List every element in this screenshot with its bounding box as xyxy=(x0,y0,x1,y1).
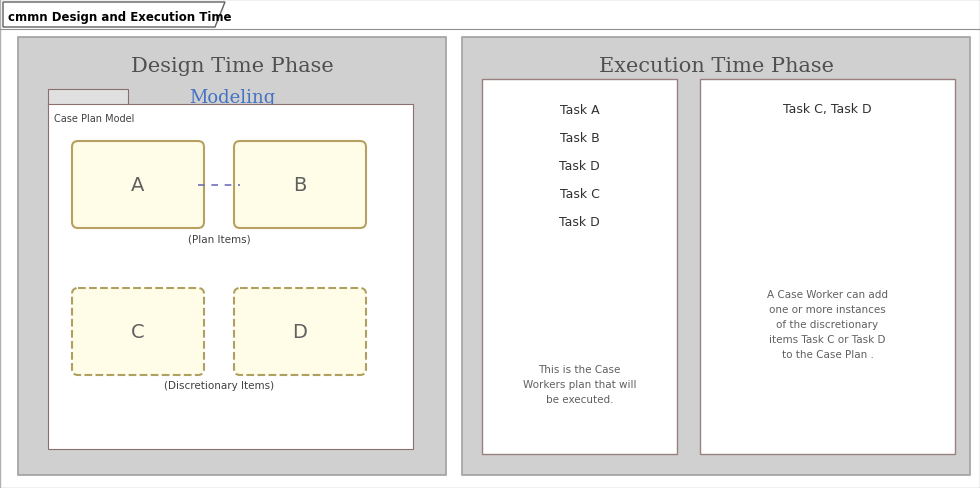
Bar xyxy=(48,90,128,108)
Bar xyxy=(48,105,413,449)
Text: Execution Time Phase: Execution Time Phase xyxy=(599,57,834,75)
Text: Planning: Planning xyxy=(791,89,864,106)
Bar xyxy=(700,80,955,454)
Text: A Case Worker can add
one or more instances
of the discretionary
items Task C or: A Case Worker can add one or more instan… xyxy=(767,290,888,359)
Text: This is the Case
Workers plan that will
be executed.: This is the Case Workers plan that will … xyxy=(522,365,636,404)
Text: D: D xyxy=(293,323,308,341)
Text: cmmn Design and Execution Time: cmmn Design and Execution Time xyxy=(8,12,231,24)
Text: Task C: Task C xyxy=(560,187,600,200)
Text: Modeling: Modeling xyxy=(189,89,275,107)
Bar xyxy=(482,80,677,454)
Text: Task D: Task D xyxy=(560,215,600,228)
Text: C: C xyxy=(131,323,145,341)
Text: A: A xyxy=(131,176,145,195)
Text: Task A: Task A xyxy=(560,103,600,116)
FancyBboxPatch shape xyxy=(234,288,366,375)
Text: Design Time Phase: Design Time Phase xyxy=(130,57,333,75)
FancyBboxPatch shape xyxy=(72,142,204,228)
FancyBboxPatch shape xyxy=(72,288,204,375)
Polygon shape xyxy=(3,3,225,28)
Text: (Plan Items): (Plan Items) xyxy=(188,234,250,244)
Text: B: B xyxy=(293,176,307,195)
FancyBboxPatch shape xyxy=(234,142,366,228)
Text: Case Plan: Case Plan xyxy=(563,89,646,106)
Text: Task B: Task B xyxy=(560,131,600,144)
Text: Task C, Task D: Task C, Task D xyxy=(783,103,872,116)
Text: Case Plan Model: Case Plan Model xyxy=(54,114,134,124)
Bar xyxy=(462,38,970,475)
Text: (Discretionary Items): (Discretionary Items) xyxy=(164,380,274,390)
Bar xyxy=(18,38,446,475)
Text: Task D: Task D xyxy=(560,159,600,172)
